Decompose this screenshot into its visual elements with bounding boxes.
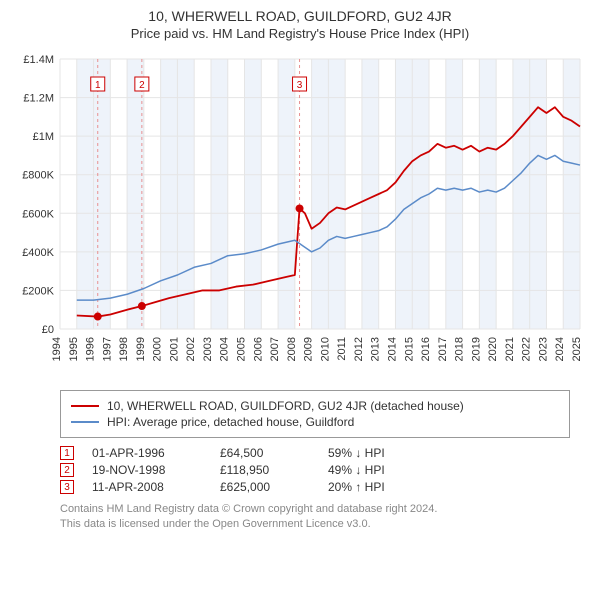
legend-swatch [71, 421, 99, 423]
svg-text:2024: 2024 [554, 337, 566, 361]
svg-text:2002: 2002 [185, 337, 197, 361]
svg-text:£1.4M: £1.4M [23, 54, 54, 66]
svg-text:2017: 2017 [437, 337, 449, 361]
legend-item: 10, WHERWELL ROAD, GUILDFORD, GU2 4JR (d… [71, 399, 559, 413]
sale-delta: 20% ↑ HPI [328, 480, 385, 494]
footer-attribution: Contains HM Land Registry data © Crown c… [60, 502, 570, 532]
svg-text:2011: 2011 [336, 337, 348, 361]
sale-delta: 49% ↓ HPI [328, 463, 385, 477]
svg-text:2016: 2016 [420, 337, 432, 361]
svg-text:2023: 2023 [537, 337, 549, 361]
svg-text:£1M: £1M [33, 131, 54, 143]
footer-line-2: This data is licensed under the Open Gov… [60, 517, 570, 532]
price-chart: £0 £200K £400K £600K £800K £1M £1.2M £1.4M 1994 1… [10, 49, 590, 379]
svg-text:1999: 1999 [135, 337, 147, 361]
sale-date: 19-NOV-1998 [92, 463, 202, 477]
legend-swatch [71, 405, 99, 407]
svg-text:2005: 2005 [236, 337, 248, 361]
svg-text:2010: 2010 [319, 337, 331, 361]
svg-text:£800K: £800K [22, 170, 54, 182]
svg-text:2015: 2015 [403, 337, 415, 361]
svg-text:2001: 2001 [168, 337, 180, 361]
sale-price: £625,000 [220, 480, 310, 494]
svg-text:2021: 2021 [504, 337, 516, 361]
svg-text:2003: 2003 [202, 337, 214, 361]
sale-date: 01-APR-1996 [92, 446, 202, 460]
page-subtitle: Price paid vs. HM Land Registry's House … [10, 26, 590, 41]
legend-label: 10, WHERWELL ROAD, GUILDFORD, GU2 4JR (d… [107, 399, 464, 413]
svg-text:1: 1 [95, 80, 101, 91]
legend: 10, WHERWELL ROAD, GUILDFORD, GU2 4JR (d… [60, 390, 570, 438]
svg-text:2008: 2008 [286, 337, 298, 361]
sales-table: 1 01-APR-1996 £64,500 59% ↓ HPI 2 19-NOV-1998… [60, 446, 570, 494]
svg-text:2020: 2020 [487, 337, 499, 361]
legend-label: HPI: Average price, detached house, Guil… [107, 415, 354, 429]
legend-item: HPI: Average price, detached house, Guil… [71, 415, 559, 429]
sale-date: 11-APR-2008 [92, 480, 202, 494]
sale-delta: 59% ↓ HPI [328, 446, 385, 460]
svg-text:1994: 1994 [51, 337, 63, 361]
sale-price: £118,950 [220, 463, 310, 477]
sale-row: 3 11-APR-2008 £625,000 20% ↑ HPI [60, 480, 570, 494]
svg-text:2025: 2025 [571, 337, 583, 361]
svg-text:£200K: £200K [22, 285, 54, 297]
svg-text:2009: 2009 [303, 337, 315, 361]
svg-text:£600K: £600K [22, 208, 54, 220]
svg-text:1996: 1996 [85, 337, 97, 361]
sale-price: £64,500 [220, 446, 310, 460]
sale-row: 1 01-APR-1996 £64,500 59% ↓ HPI [60, 446, 570, 460]
svg-text:2012: 2012 [353, 337, 365, 361]
svg-text:2022: 2022 [521, 337, 533, 361]
svg-text:1997: 1997 [101, 337, 113, 361]
svg-text:2006: 2006 [252, 337, 264, 361]
svg-text:£400K: £400K [22, 247, 54, 259]
svg-text:£1.2M: £1.2M [23, 93, 54, 105]
svg-text:2019: 2019 [470, 337, 482, 361]
svg-text:1995: 1995 [68, 337, 80, 361]
svg-text:2: 2 [139, 80, 145, 91]
svg-text:2007: 2007 [269, 337, 281, 361]
svg-text:2013: 2013 [370, 337, 382, 361]
page-title: 10, WHERWELL ROAD, GUILDFORD, GU2 4JR [10, 8, 590, 24]
svg-text:3: 3 [297, 80, 303, 91]
svg-text:1998: 1998 [118, 337, 130, 361]
svg-text:2004: 2004 [219, 337, 231, 361]
footer-line-1: Contains HM Land Registry data © Crown c… [60, 502, 570, 517]
svg-text:£0: £0 [42, 324, 54, 336]
svg-text:2014: 2014 [386, 337, 398, 361]
sale-marker: 2 [60, 463, 74, 477]
sale-marker: 1 [60, 446, 74, 460]
sale-row: 2 19-NOV-1998 £118,950 49% ↓ HPI [60, 463, 570, 477]
sale-marker: 3 [60, 480, 74, 494]
chart-container: £0 £200K £400K £600K £800K £1M £1.2M £1.4M 1994 1… [10, 49, 590, 382]
svg-text:2018: 2018 [454, 337, 466, 361]
svg-text:2000: 2000 [152, 337, 164, 361]
